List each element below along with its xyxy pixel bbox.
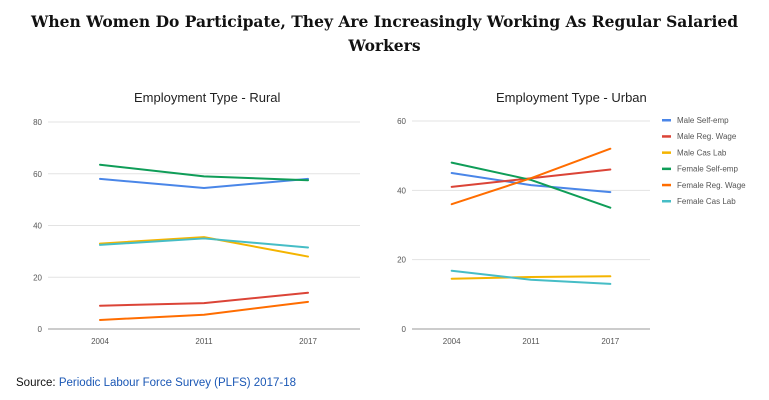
rural-y-tick-label: 80 — [33, 118, 42, 127]
urban-legend-label-female-self-emp: Female Self-emp — [677, 165, 738, 174]
source-note: Source: Periodic Labour Force Survey (PL… — [16, 377, 296, 389]
urban-legend-swatch-male-self-emp — [662, 119, 671, 122]
urban-series-line-female-self-emp — [450, 161, 612, 209]
urban-legend-swatch-female-reg-wage — [662, 183, 671, 187]
rural-series-line-6 — [99, 237, 309, 249]
urban-series-line-male-self-emp — [450, 172, 612, 194]
page-title-line-2: Workers — [348, 36, 421, 55]
urban-series-line-male-cas-lab — [450, 275, 612, 280]
urban-legend-swatch-female-cas-lab — [662, 200, 671, 203]
urban-y-tick-label: 40 — [397, 186, 406, 195]
urban-chart-svg: 0 20 40 60 2004 2011 2017 Male Self-emp Male Reg… — [397, 116, 746, 346]
urban-legend-label-female-cas-lab: Female Cas Lab — [677, 197, 736, 206]
rural-series-line-4 — [99, 163, 309, 182]
urban-y-tick-label: 60 — [397, 117, 406, 126]
urban-x-tick-label: 2017 — [601, 337, 619, 346]
urban-legend-swatch-male-reg-wage — [662, 135, 671, 138]
urban-legend-swatch-female-self-emp — [662, 167, 671, 171]
rural-series-line-5 — [99, 300, 309, 321]
rural-series-line-3 — [99, 236, 309, 258]
rural-series-line-2 — [99, 291, 309, 307]
rural-x-tick-label: 2011 — [195, 337, 213, 346]
rural-x-tick-label: 2004 — [91, 337, 109, 346]
source-link[interactable]: Periodic Labour Force Survey (PLFS) 2017… — [58, 377, 296, 389]
rural-chart-title: Employment Type - Rural — [134, 90, 281, 105]
urban-x-tick-label: 2011 — [522, 337, 540, 346]
urban-legend-label-male-self-emp: Male Self-emp — [677, 116, 729, 125]
urban-x-tick-label: 2004 — [443, 337, 461, 346]
rural-y-tick-label: 60 — [33, 170, 42, 179]
urban-legend-label-male-reg-wage: Male Reg. Wage — [677, 132, 737, 141]
urban-chart: Employment Type - Urban 0 20 40 60 2004 2011 2… — [384, 78, 760, 368]
urban-series-line-female-reg-wage — [450, 147, 612, 206]
rural-series-line-1 — [99, 177, 309, 189]
urban-series-line-female-cas-lab — [450, 269, 612, 285]
rural-y-tick-label: 0 — [38, 325, 43, 334]
urban-chart-title: Employment Type - Urban — [496, 90, 647, 105]
urban-y-tick-label: 0 — [402, 325, 407, 334]
rural-y-tick-label: 20 — [33, 273, 42, 282]
urban-legend-swatch-male-cas-lab — [662, 151, 671, 154]
rural-x-tick-label: 2017 — [299, 337, 317, 346]
page-title-line-1: When Women Do Participate, They Are Incr… — [30, 12, 739, 31]
urban-legend-label-male-cas-lab: Male Cas Lab — [677, 148, 727, 157]
urban-legend-label-female-reg-wage: Female Reg. Wage — [677, 181, 746, 190]
urban-y-tick-label: 20 — [397, 256, 406, 265]
source-label: Source: — [16, 377, 56, 389]
rural-chart: Employment Type - Rural 0 20 40 60 80 2004 201… — [14, 78, 384, 368]
rural-y-tick-label: 40 — [33, 222, 42, 231]
page-title: When Women Do Participate, They Are Incr… — [0, 10, 769, 58]
rural-chart-svg: 0 20 40 60 80 2004 2011 2017 — [33, 118, 360, 346]
